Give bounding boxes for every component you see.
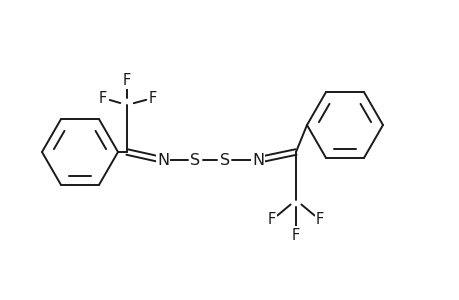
Text: F: F — [149, 91, 157, 106]
Text: S: S — [219, 152, 230, 167]
Text: F: F — [99, 91, 107, 106]
Text: F: F — [267, 212, 275, 227]
Text: F: F — [291, 227, 299, 242]
Text: S: S — [190, 152, 200, 167]
Text: F: F — [315, 212, 324, 227]
Text: F: F — [123, 73, 131, 88]
Text: N: N — [252, 152, 263, 167]
Text: N: N — [157, 152, 169, 167]
